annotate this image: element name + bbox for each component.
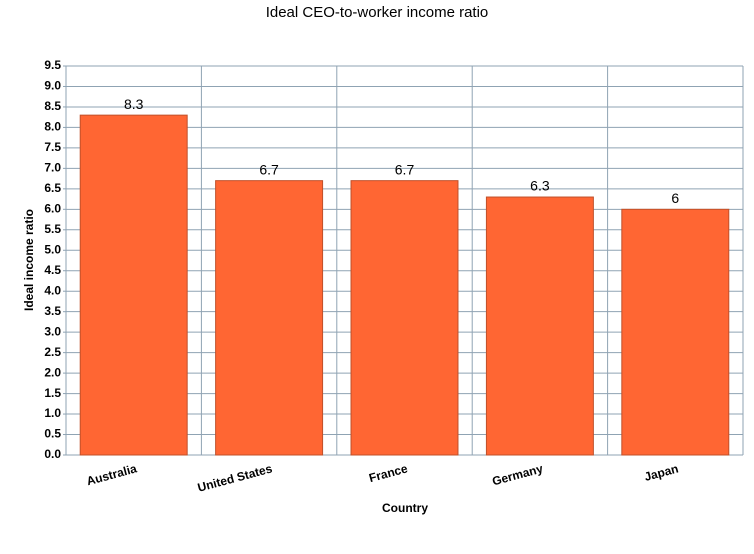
y-tick-label: 4.5: [44, 263, 61, 277]
y-tick-label: 3.5: [44, 304, 61, 318]
data-label: 6.3: [530, 178, 550, 194]
y-tick-label: 1.0: [44, 406, 61, 420]
data-label: 8.3: [124, 96, 144, 112]
x-tick-label: France: [367, 461, 409, 485]
data-label: 6.7: [259, 161, 279, 177]
y-tick-label: 7.5: [44, 140, 61, 154]
y-tick-label: 2.5: [44, 345, 61, 359]
x-axis-title: Country: [382, 501, 428, 515]
y-tick-label: 8.5: [44, 99, 61, 113]
bar: [215, 180, 324, 456]
y-tick-label: 8.0: [44, 120, 61, 134]
chart-title: Ideal CEO-to-worker income ratio: [266, 4, 489, 21]
x-tick-label: United States: [196, 461, 274, 494]
bar: [350, 180, 459, 456]
y-tick-label: 6.5: [44, 181, 61, 195]
y-tick-label: 2.0: [44, 365, 61, 379]
y-tick-label: 5.0: [44, 242, 61, 256]
data-label: 6: [671, 190, 679, 206]
y-tick-label: 7.0: [44, 161, 61, 175]
y-tick-label: 5.5: [44, 222, 61, 236]
x-tick-label: Australia: [85, 461, 139, 488]
y-tick-label: 3.0: [44, 324, 61, 338]
x-tick-label: Japan: [643, 461, 680, 484]
y-tick-label: 9.5: [44, 58, 61, 72]
bar: [79, 114, 188, 456]
y-tick-label: 0.0: [44, 447, 61, 461]
y-tick-label: 0.5: [44, 427, 61, 441]
y-tick-label: 4.0: [44, 283, 61, 297]
data-label: 6.7: [395, 161, 415, 177]
y-axis-title: Ideal income ratio: [22, 209, 36, 311]
y-tick-label: 9.0: [44, 79, 61, 93]
bar: [621, 208, 730, 456]
y-tick-label: 1.5: [44, 386, 61, 400]
y-tick-label: 6.0: [44, 201, 61, 215]
bar: [485, 196, 594, 456]
x-tick-label: Germany: [491, 461, 545, 488]
